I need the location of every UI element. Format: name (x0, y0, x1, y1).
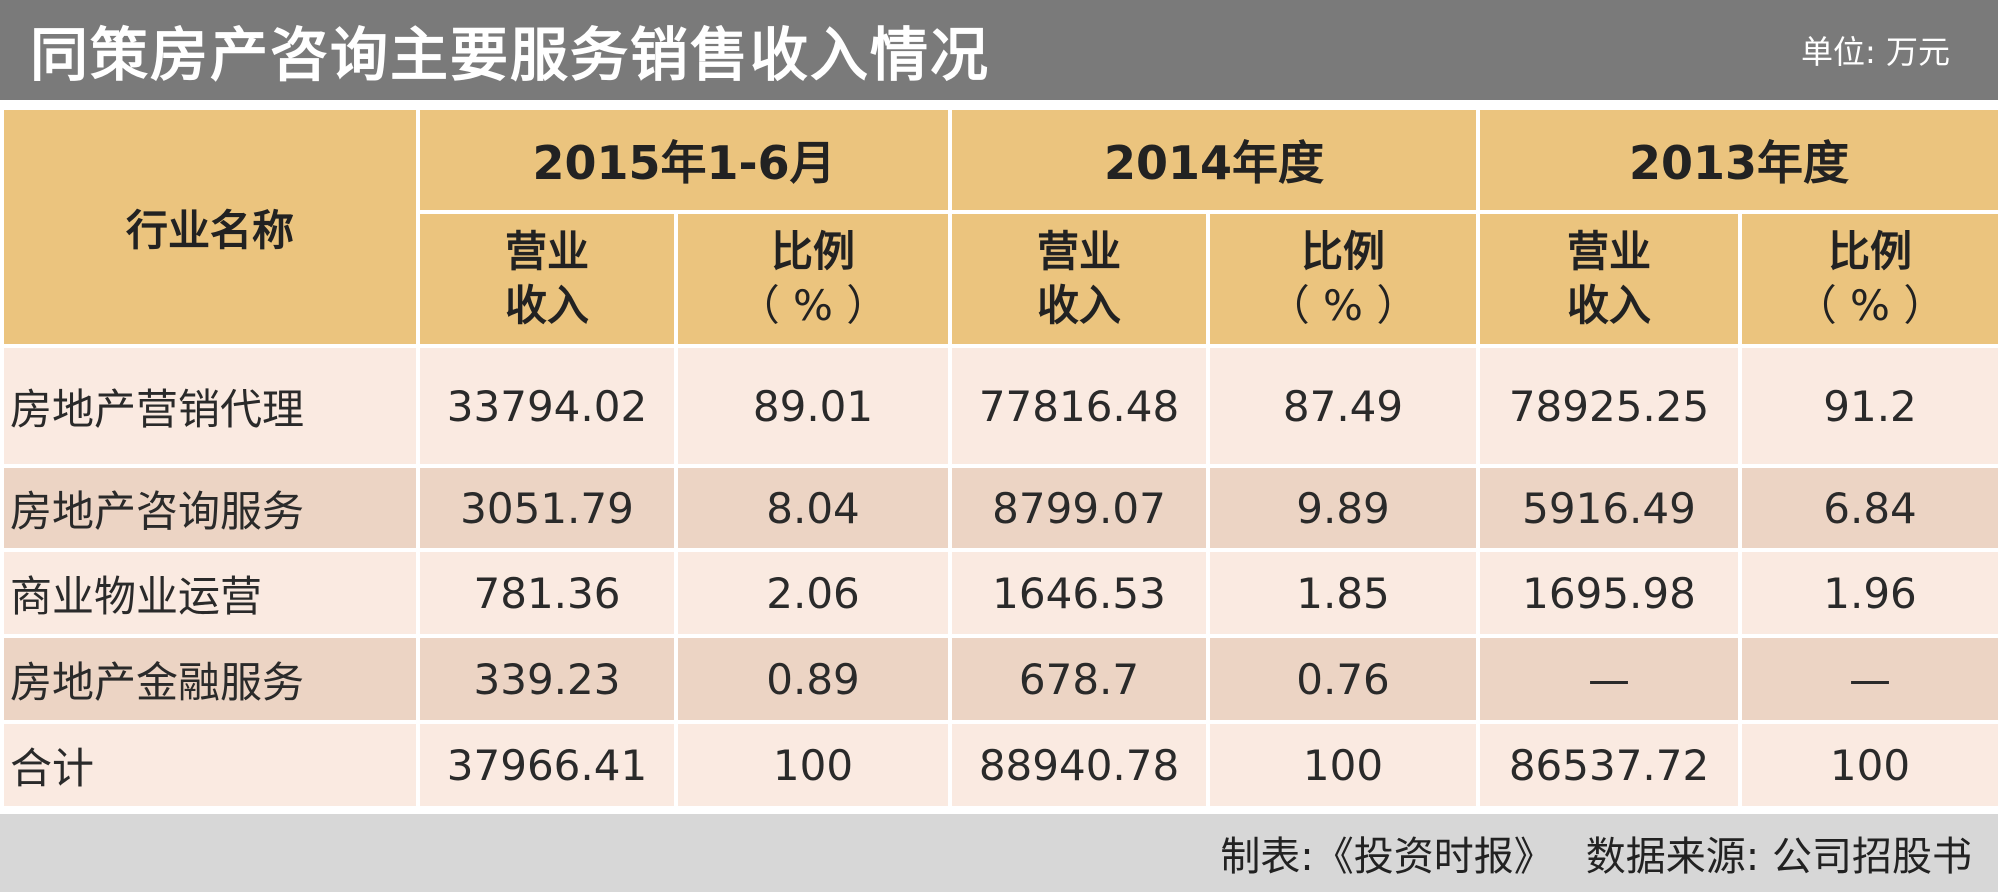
industry-name-cell: 房地产咨询服务 (0, 464, 420, 552)
revenue-cell: 88940.78 (948, 720, 1211, 810)
ratio-cell: 6.84 (1738, 464, 2002, 552)
revenue-cell: 78925.25 (1476, 344, 1743, 468)
revenue-cell: 1646.53 (948, 548, 1211, 638)
period-header-2014: 2014年度 (948, 106, 1481, 214)
ratio-cell: 100 (1738, 720, 2002, 810)
revenue-cell: 86537.72 (1476, 720, 1743, 810)
header-row-sub: 营业 收入 比例（ % ） 营业 收入 比例（ % ） 营业 收入 比例（ % ） (2, 210, 2002, 348)
title-bar: 同策房产咨询主要服务销售收入情况 单位: 万元 (0, 0, 1998, 100)
period-header-2015h1: 2015年1-6月 (415, 106, 953, 214)
table-row-total: 合计 37966.41 100 88940.78 100 86537.72 10… (0, 720, 2002, 810)
data-source: 数据来源: 公司招股书 (1585, 834, 1972, 880)
revenue-table-wrap: 行业名称 2015年1-6月 2014年度 2013年度 营业 收入 比例（ % … (0, 106, 2002, 810)
revenue-header: 营业 收入 (948, 210, 1211, 348)
ratio-cell: 1.96 (1738, 548, 2002, 638)
revenue-header: 营业 收入 (1476, 210, 1743, 348)
ratio-cell: 89.01 (673, 344, 953, 468)
table-row: 房地产营销代理 33794.02 89.01 77816.48 87.49 78… (0, 344, 2002, 468)
revenue-cell: 3051.79 (416, 464, 678, 552)
ratio-cell: 8.04 (673, 464, 953, 552)
revenue-cell: 33794.02 (416, 344, 678, 468)
revenue-cell: — (1476, 634, 1743, 724)
revenue-cell: 8799.07 (948, 464, 1211, 552)
revenue-cell: 37966.41 (416, 720, 678, 810)
ratio-header: 比例（ % ） (1206, 210, 1481, 348)
revenue-cell: 678.7 (948, 634, 1211, 724)
ratio-cell: 9.89 (1206, 464, 1481, 552)
header-row-periods: 行业名称 2015年1-6月 2014年度 2013年度 (0, 106, 2002, 348)
footer-credits: 制表:《投资时报》 数据来源: 公司招股书 (0, 814, 1998, 892)
revenue-cell: 1695.98 (1476, 548, 1743, 638)
maker-credit: 制表:《投资时报》 (1220, 834, 1554, 880)
ratio-cell: 91.2 (1738, 344, 2002, 468)
industry-name-cell: 合计 (0, 720, 420, 810)
ratio-cell: 0.76 (1206, 634, 1481, 724)
revenue-header: 营业 收入 (416, 210, 678, 348)
ratio-cell: 100 (1206, 720, 1481, 810)
ratio-cell: 2.06 (673, 548, 953, 638)
table-row: 商业物业运营 781.36 2.06 1646.53 1.85 1695.98 … (0, 548, 2002, 638)
ratio-header: 比例（ % ） (673, 210, 953, 348)
revenue-table: 行业名称 2015年1-6月 2014年度 2013年度 营业 收入 比例（ % … (0, 106, 2002, 810)
ratio-cell: 1.85 (1206, 548, 1481, 638)
ratio-cell: 100 (673, 720, 953, 810)
industry-name-cell: 房地产营销代理 (0, 344, 420, 468)
ratio-cell: 87.49 (1206, 344, 1481, 468)
page-title: 同策房产咨询主要服务销售收入情况 (30, 21, 991, 89)
ratio-cell: — (1738, 634, 2002, 724)
ratio-cell: 0.89 (673, 634, 953, 724)
table-row: 房地产金融服务 339.23 0.89 678.7 0.76 — — (0, 634, 2002, 724)
industry-header: 行业名称 (0, 106, 420, 348)
industry-name-cell: 房地产金融服务 (0, 634, 420, 724)
table-row: 房地产咨询服务 3051.79 8.04 8799.07 9.89 5916.4… (0, 464, 2002, 552)
revenue-cell: 5916.49 (1476, 464, 1743, 552)
industry-name-cell: 商业物业运营 (0, 548, 420, 638)
ratio-header: 比例（ % ） (1738, 210, 2002, 348)
period-header-2013: 2013年度 (1476, 106, 2002, 214)
revenue-cell: 77816.48 (948, 344, 1211, 468)
unit-label: 单位: 万元 (1801, 33, 1950, 71)
revenue-cell: 781.36 (416, 548, 678, 638)
revenue-cell: 339.23 (416, 634, 678, 724)
